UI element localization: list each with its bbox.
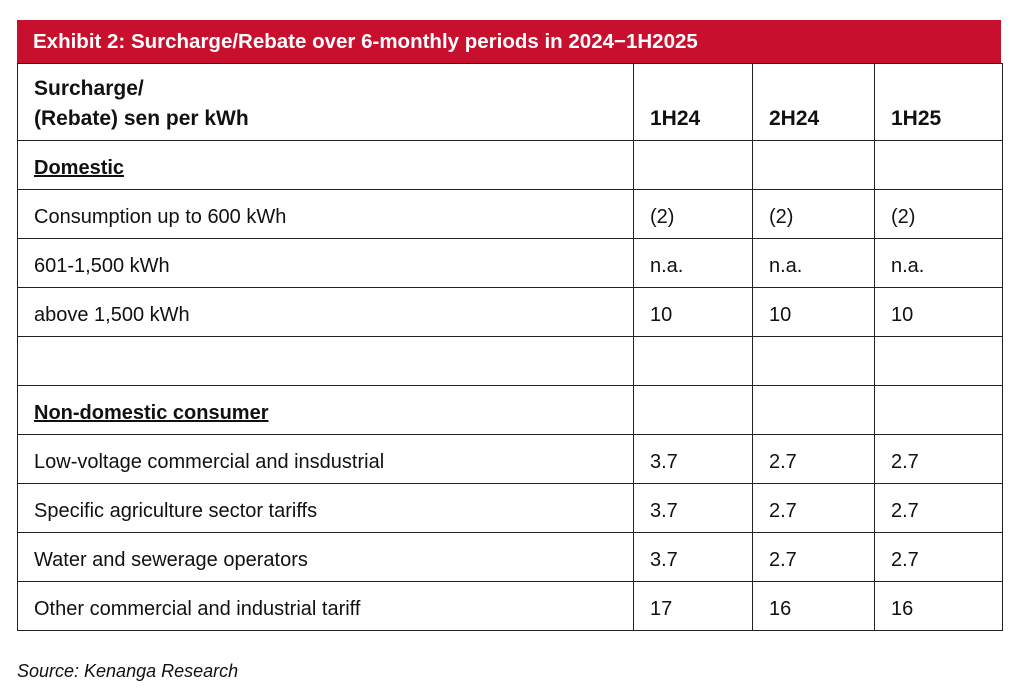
header-cell: Surcharge/ (Rebate) sen per kWh [17, 63, 634, 141]
empty-cell [752, 336, 875, 386]
value-cell: 10 [874, 287, 1003, 337]
empty-cell [874, 140, 1003, 190]
empty-cell [752, 385, 875, 435]
value-cell: 2.7 [874, 483, 1003, 533]
data-row: Other commercial and industrial tariff 17… [17, 581, 1003, 631]
value-cell: 3.7 [633, 434, 753, 484]
table-body: Surcharge/ (Rebate) sen per kWh 1H24 2H24 1… [17, 63, 1003, 631]
value-cell: (2) [874, 189, 1003, 239]
value-cell: 3.7 [633, 483, 753, 533]
value-cell: 2.7 [874, 434, 1003, 484]
header-row: Surcharge/ (Rebate) sen per kWh 1H24 2H24 1… [17, 63, 1003, 141]
row-label: 601-1,500 kWh [17, 238, 634, 288]
empty-cell [633, 140, 753, 190]
row-label: Specific agriculture sector tariffs [17, 483, 634, 533]
row-label: above 1,500 kWh [17, 287, 634, 337]
header-cell: 1H24 [633, 63, 753, 141]
section-label: Domestic [17, 140, 634, 190]
data-row: Low-voltage commercial and insdustrial 3.… [17, 434, 1003, 484]
section-row: Non-domestic consumer [17, 385, 1003, 435]
value-cell: n.a. [752, 238, 875, 288]
data-row: above 1,500 kWh 10 10 10 [17, 287, 1003, 337]
value-cell: n.a. [633, 238, 753, 288]
header-cell: 2H24 [752, 63, 875, 141]
empty-cell [633, 385, 753, 435]
empty-cell [633, 336, 753, 386]
value-cell: (2) [752, 189, 875, 239]
data-row: Specific agriculture sector tariffs 3.7 2.… [17, 483, 1003, 533]
value-cell: 10 [752, 287, 875, 337]
surcharge-table: Surcharge/ (Rebate) sen per kWh 1H24 2H24 1… [17, 63, 1003, 631]
row-label: Consumption up to 600 kWh [17, 189, 634, 239]
value-cell: 16 [874, 581, 1003, 631]
value-cell: 2.7 [752, 532, 875, 582]
empty-cell [874, 385, 1003, 435]
value-cell: 17 [633, 581, 753, 631]
value-cell: 2.7 [752, 434, 875, 484]
data-row: Consumption up to 600 kWh (2) (2) (2) [17, 189, 1003, 239]
empty-cell [874, 336, 1003, 386]
section-row: Domestic [17, 140, 1003, 190]
data-row: 601-1,500 kWh n.a. n.a. n.a. [17, 238, 1003, 288]
value-cell: (2) [633, 189, 753, 239]
section-label: Non-domestic consumer [17, 385, 634, 435]
source-note: Source: Kenanga Research [17, 661, 239, 681]
data-row: Water and sewerage operators 3.7 2.7 2.7 [17, 532, 1003, 582]
value-cell: 2.7 [874, 532, 1003, 582]
value-cell: 16 [752, 581, 875, 631]
empty-cell [752, 140, 875, 190]
row-label: Water and sewerage operators [17, 532, 634, 582]
row-label: Low-voltage commercial and insdustrial [17, 434, 634, 484]
value-cell: 3.7 [633, 532, 753, 582]
exhibit-title: Exhibit 2: Surcharge/Rebate over 6-month… [17, 20, 1001, 64]
header-cell: 1H25 [874, 63, 1003, 141]
value-cell: n.a. [874, 238, 1003, 288]
value-cell: 10 [633, 287, 753, 337]
spacer-row [17, 336, 1003, 386]
row-label: Other commercial and industrial tariff [17, 581, 634, 631]
value-cell: 2.7 [752, 483, 875, 533]
empty-cell [17, 336, 634, 386]
